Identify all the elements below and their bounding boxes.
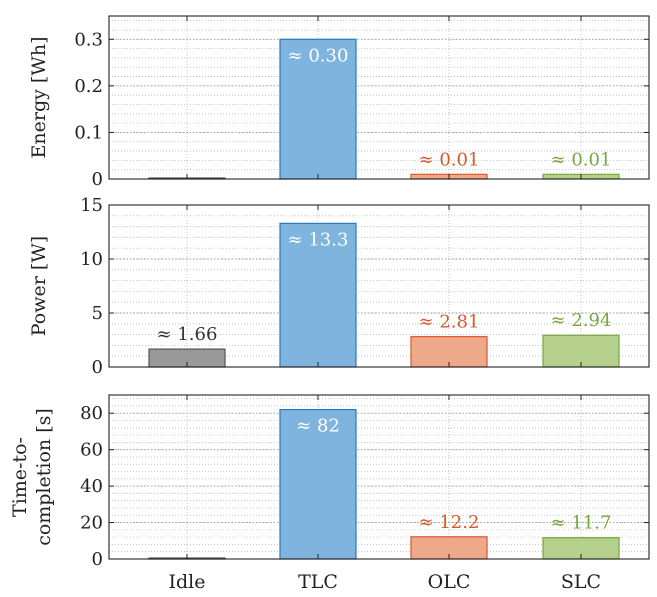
data-label-slc: ≈ 2.94	[551, 310, 612, 331]
y-tick-label: 0	[92, 169, 103, 190]
y-tick-label: 0.2	[74, 76, 103, 97]
y-tick-label: 0	[92, 549, 103, 570]
data-label-tlc: ≈ 82	[296, 416, 340, 437]
y-tick-label: 15	[80, 195, 103, 216]
plot-frame	[108, 15, 650, 180]
data-label-olc: ≈ 0.01	[419, 149, 480, 170]
bar-slc	[542, 334, 620, 368]
data-label-olc: ≈ 2.81	[419, 312, 480, 333]
data-label-tlc: ≈ 0.30	[288, 45, 349, 66]
y-axis-label-line-1: Time-to-	[9, 437, 31, 517]
y-tick-label: 0.3	[74, 29, 103, 50]
y-tick-label: 40	[80, 476, 103, 497]
y-tick-label: 0	[92, 357, 103, 378]
x-tick-label-olc: OLC	[428, 571, 471, 593]
data-label-slc: ≈ 0.01	[551, 149, 612, 170]
chart-panel-1: ≈ 0.30 ≈ 0.01 ≈ 0.01 0 0.1 0.2 0.3 Energy [Wh]	[28, 15, 650, 190]
data-label-idle: ≈ 1.66	[157, 324, 218, 345]
bar-tlc	[279, 222, 357, 368]
data-label-olc: ≈ 12.2	[419, 512, 480, 533]
y-axis-label: Energy [Wh]	[28, 37, 50, 159]
y-tick-label: 60	[80, 440, 103, 461]
chart-panel-2: ≈ 1.66 ≈ 13.3 ≈ 2.81 ≈ 2.94 0 5 10 15 Power [W]	[28, 195, 650, 378]
bar-tlc	[279, 38, 357, 180]
y-axis-label-line-2: completion [s]	[33, 408, 55, 546]
x-tick-label-slc: SLC	[561, 571, 601, 593]
y-tick-label: 10	[80, 249, 103, 270]
data-label-tlc: ≈ 13.3	[288, 229, 349, 250]
x-axis-labels: Idle TLC OLC SLC	[169, 571, 602, 593]
bar-olc	[410, 336, 488, 368]
y-tick-label: 80	[80, 403, 103, 424]
x-tick-label-idle: Idle	[169, 571, 206, 593]
chart-panel-3: ≈ 82 ≈ 12.2 ≈ 11.7 0 20 40 60 80 Time-to-complet…	[9, 394, 650, 570]
data-label-slc: ≈ 11.7	[551, 513, 612, 534]
plot-frame	[108, 204, 650, 368]
y-tick-label: 5	[92, 303, 103, 324]
y-tick-label: 0.1	[74, 122, 103, 143]
y-axis-label: Power [W]	[28, 236, 50, 336]
y-tick-label: 20	[80, 513, 103, 534]
plot-frame	[108, 394, 650, 560]
x-tick-label-tlc: TLC	[298, 571, 338, 593]
